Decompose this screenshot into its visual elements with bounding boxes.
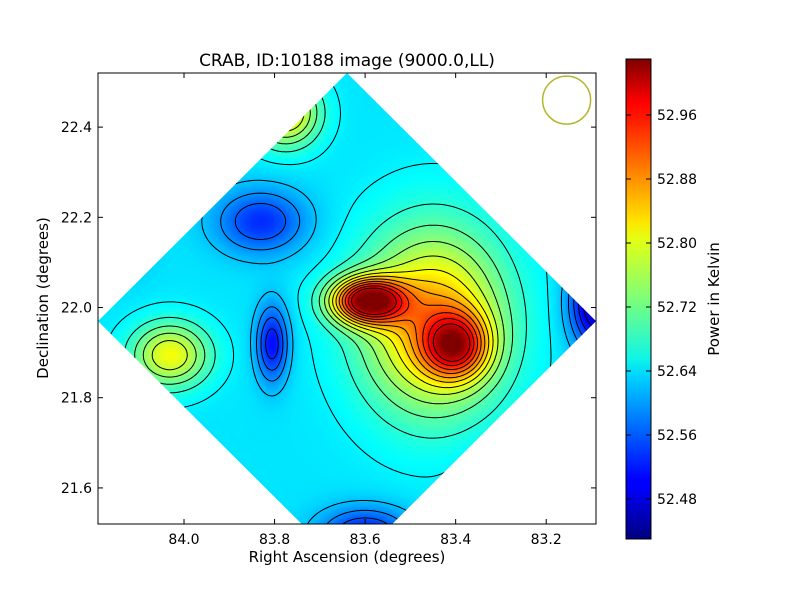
y-axis-label: Declination (degrees) <box>34 217 52 379</box>
colorbar-label: Power in Kelvin <box>705 242 723 356</box>
chart-title: CRAB, ID:10188 image (9000.0,LL) <box>199 51 495 71</box>
contour-line <box>338 278 486 379</box>
colorbar-gradient <box>626 59 651 539</box>
x-tick-label: 84.0 <box>168 532 199 548</box>
colorbar-tick-label: 52.64 <box>657 364 697 380</box>
y-tick-label: 22.4 <box>61 120 92 136</box>
x-tick-label: 83.8 <box>259 532 290 548</box>
colorbar-tick-label: 52.96 <box>657 108 697 124</box>
y-tick-label: 21.6 <box>61 481 92 497</box>
colorbar-tick-label: 52.88 <box>657 172 697 188</box>
x-tick-label: 83.6 <box>350 532 381 548</box>
contour-line <box>344 283 478 370</box>
x-tick-label: 83.4 <box>440 532 471 548</box>
colorbar-ticks: 52.48 52.56 52.64 52.72 52.80 52.88 52.96 <box>626 108 697 508</box>
colorbar: 52.48 52.56 52.64 52.72 52.80 52.88 52.96 Powe… <box>625 58 723 540</box>
colorbar-tick-label: 52.72 <box>657 300 697 316</box>
contour-line <box>341 280 482 374</box>
contour-line <box>347 285 475 367</box>
contour-line <box>335 275 490 383</box>
x-axis: 84.0 83.8 83.6 83.4 83.2 <box>168 73 562 548</box>
y-tick-label: 22.0 <box>61 301 92 317</box>
colorbar-tick-label: 52.56 <box>657 428 697 444</box>
plot-frame <box>97 72 597 525</box>
contour-line <box>351 287 471 362</box>
colorbar-tick-label: 52.48 <box>657 492 697 508</box>
beam-circle <box>541 75 592 125</box>
x-axis-label: Right Ascension (degrees) <box>249 548 446 566</box>
y-tick-label: 22.2 <box>61 210 92 226</box>
colorbar-tick-label: 52.80 <box>657 236 697 252</box>
plot-area <box>98 73 596 524</box>
y-axis: 21.6 21.8 22.0 22.2 22.4 <box>61 120 596 497</box>
x-tick-label: 83.2 <box>531 532 562 548</box>
y-tick-label: 21.8 <box>61 391 92 407</box>
